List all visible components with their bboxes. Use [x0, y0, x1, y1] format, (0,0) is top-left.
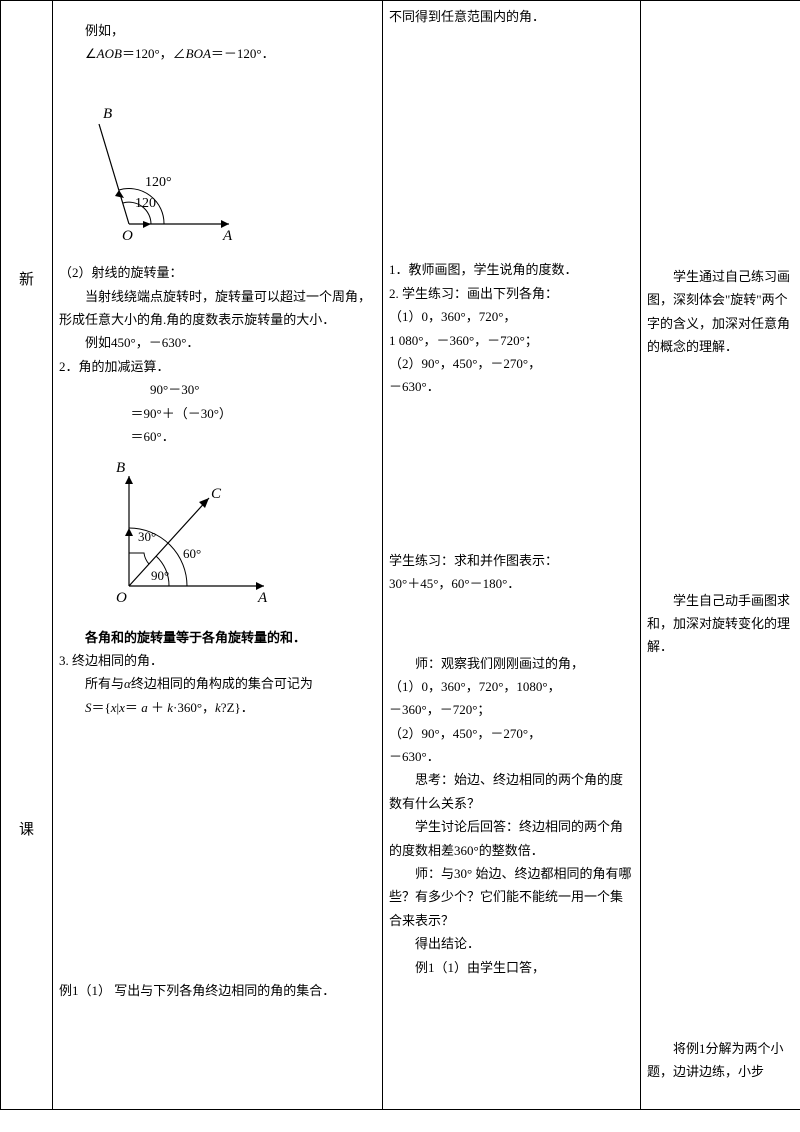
eq-line-2: ＝90°＋（－30°）: [59, 402, 376, 425]
same-terminal-desc: 所有与α终边相同的角构成的集合可记为: [59, 672, 376, 695]
activity-cell: 不同得到任意范围内的角． 1．教师画图，学生说角的度数． 2. 学生练习：画出下…: [383, 1, 641, 1110]
act-p18: 得出结论．: [389, 932, 634, 955]
same-terminal-title: 3. 终边相同的角．: [59, 649, 376, 672]
act-p19: 例1（1）由学生口答，: [389, 956, 634, 979]
eq-line-1: 90°－30°: [59, 378, 376, 401]
lesson-table: 新 课 例如， ∠AOB＝120°，∠BOA＝－120°． B O A 120°…: [0, 0, 800, 1110]
rotation-example: 例如450°，－630°．: [59, 331, 376, 354]
sidebar-char-2: 课: [7, 817, 46, 844]
act-p6: （2）90°，450°，－270°，: [389, 352, 634, 375]
label-B2: B: [116, 460, 125, 476]
act-p15: 思考：始边、终边相同的两个角的度数有什么关系？: [389, 768, 634, 815]
act-p5: 1 080°，－360°，－720°；: [389, 329, 634, 352]
act-p11: （1）0，360°，720°，1080°，: [389, 675, 634, 698]
act-p16: 学生讨论后回答：终边相同的两个角的度数相差360°的整数倍．: [389, 815, 634, 862]
label-90: 90°: [151, 568, 169, 583]
label-120: 120: [135, 196, 156, 211]
act-p8: 学生练习：求和并作图表示：: [389, 549, 634, 572]
act-p12: －360°，－720°；: [389, 698, 634, 721]
label-B: B: [103, 106, 112, 122]
act-p7: －630°．: [389, 375, 634, 398]
add-sub-title: 2．角的加减运算．: [59, 355, 376, 378]
note-p3: 将例1分解为两个小题，边讲边练，小步: [647, 1037, 794, 1084]
note-p2: 学生自己动手画图求和，加深对旋转变化的理解．: [647, 589, 794, 659]
act-p1: 不同得到任意范围内的角．: [389, 5, 634, 28]
act-p4: （1）0，360°，720°，: [389, 305, 634, 328]
eq-line-3: ＝60°．: [59, 425, 376, 448]
act-p9: 30°＋45°，60°－180°．: [389, 572, 634, 595]
sidebar-vert: 新 课: [7, 5, 46, 1105]
example-intro: 例如，: [59, 19, 376, 42]
act-p3: 2. 学生练习：画出下列各角：: [389, 282, 634, 305]
act-p14: －630°．: [389, 745, 634, 768]
content-cell: 例如， ∠AOB＝120°，∠BOA＝－120°． B O A 120° 120…: [53, 1, 383, 1110]
notes-cell: 学生通过自己练习画图，深刻体会"旋转"两个字的含义，加深对任意角的概念的理解． …: [641, 1, 800, 1110]
rotation-title: （2）射线的旋转量：: [59, 261, 376, 284]
note-p1: 学生通过自己练习画图，深刻体会"旋转"两个字的含义，加深对任意角的概念的理解．: [647, 265, 794, 359]
label-60: 60°: [183, 546, 201, 561]
rotation-sum-rule: 各角和的旋转量等于各角旋转量的和．: [59, 626, 376, 649]
label-120deg: 120°: [145, 175, 172, 190]
example-1: 例1（1） 写出与下列各角终边相同的角的集合．: [59, 979, 376, 1002]
label-A2: A: [257, 590, 268, 606]
act-p13: （2）90°，450°，－270°，: [389, 722, 634, 745]
label-C: C: [211, 486, 222, 502]
rotation-desc: 当射线绕端点旋转时，旋转量可以超过一个周角，形成任意大小的角.角的度数表示旋转量…: [59, 285, 376, 332]
angle-example: ∠AOB＝120°，∠BOA＝－120°．: [59, 42, 376, 65]
angle-diagram-2: B C O A 30° 60° 90°: [89, 458, 376, 615]
angle-diagram-1: B O A 120° 120: [89, 104, 376, 251]
label-30: 30°: [138, 529, 156, 544]
label-A: A: [222, 228, 233, 244]
set-formula: S＝{x|x＝ a ＋ k·360°，k?Z}．: [59, 696, 376, 719]
act-p10: 师：观察我们刚刚画过的角，: [389, 652, 634, 675]
label-O2: O: [116, 590, 127, 606]
label-O: O: [122, 228, 133, 244]
act-p17: 师：与30° 始边、终边都相同的角有哪些？有多少个？它们能不能统一用一个集合来表…: [389, 862, 634, 932]
sidebar-char-1: 新: [7, 267, 46, 294]
act-p2: 1．教师画图，学生说角的度数．: [389, 258, 634, 281]
sidebar-cell: 新 课: [1, 1, 53, 1110]
